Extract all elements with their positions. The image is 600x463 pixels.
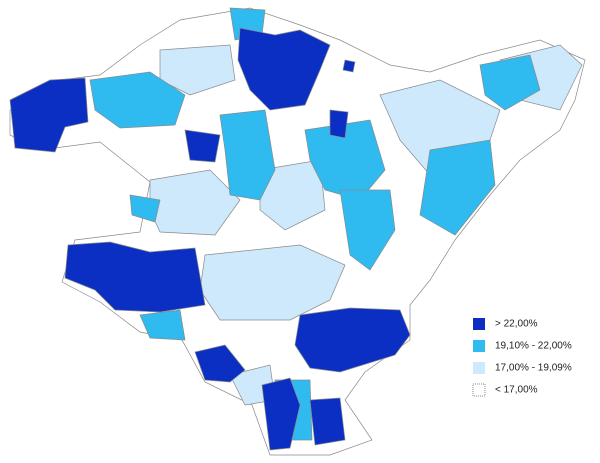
legend-swatch bbox=[473, 362, 485, 374]
legend: > 22,00% 19,10% - 22,00% 17,00% - 19,09% < … bbox=[472, 318, 572, 397]
legend-swatch bbox=[472, 383, 486, 397]
region bbox=[237, 27, 331, 111]
region bbox=[259, 159, 326, 231]
region bbox=[339, 189, 396, 271]
region bbox=[219, 109, 276, 201]
region bbox=[309, 397, 346, 446]
territory bbox=[9, 7, 586, 456]
legend-label: > 22,00% bbox=[495, 319, 538, 330]
region bbox=[194, 344, 246, 383]
region bbox=[129, 194, 161, 223]
region bbox=[64, 241, 206, 313]
legend-label: < 17,00% bbox=[495, 385, 538, 396]
legend-label: 19,10% - 22,00% bbox=[495, 341, 572, 352]
region bbox=[159, 44, 236, 96]
legend-label: 17,00% - 19,09% bbox=[495, 363, 572, 374]
region bbox=[329, 109, 349, 139]
legend-swatch bbox=[473, 318, 485, 330]
region bbox=[89, 71, 186, 129]
region bbox=[9, 77, 89, 153]
region bbox=[419, 139, 496, 236]
legend-swatch bbox=[473, 340, 485, 352]
region bbox=[261, 377, 301, 451]
region bbox=[479, 54, 541, 111]
region bbox=[139, 309, 186, 341]
region bbox=[184, 129, 221, 163]
region bbox=[342, 59, 356, 73]
region bbox=[294, 307, 411, 373]
